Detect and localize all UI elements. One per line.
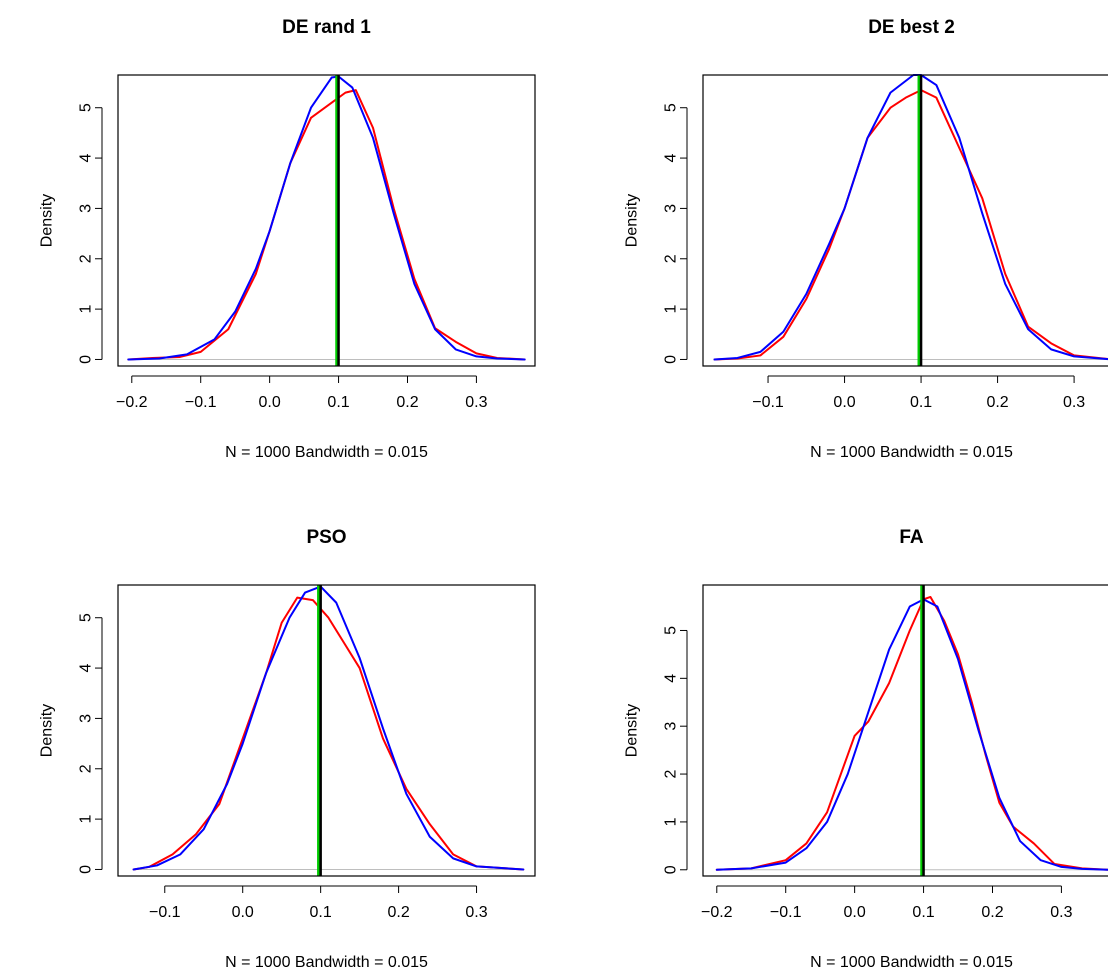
y-tick-label: 5 [78,103,95,112]
density-curve-red [713,89,1108,361]
y-tick-label: 3 [663,722,680,731]
plot-frame [702,584,1108,877]
x-tick-label: −0.2 [701,904,733,921]
chart-title: PSO [306,527,346,548]
plot-frame [117,74,536,367]
x-tick-label: −0.1 [770,904,802,921]
y-tick-label: 4 [663,674,680,683]
y-tick-label: 1 [663,305,680,314]
x-tick-label: 0.2 [986,394,1008,411]
density-curve-red [715,595,1108,871]
density-curve-blue [127,75,526,361]
x-tick-label: 0.0 [259,394,281,411]
x-tick-label: 0.2 [396,394,418,411]
y-tick-label: 5 [663,103,680,112]
y-tick-label: 2 [663,254,680,263]
y-tick-label: 4 [78,664,95,673]
y-tick-label: 1 [663,817,680,826]
y-tick-label: 3 [78,204,95,213]
y-tick-label: 2 [663,770,680,779]
x-tick-label: 0.3 [465,394,487,411]
x-tick-label: 0.1 [310,904,332,921]
y-tick-label: 1 [78,305,95,314]
x-tick-label: −0.1 [149,904,181,921]
x-tick-label: −0.2 [116,394,148,411]
plot-frame [702,74,1108,367]
chart-title: DE rand 1 [282,17,371,38]
x-tick-label: 0.1 [910,394,932,411]
y-axis-title: Density [39,704,56,757]
panel-fa: FA −0.2 −0.1 0.0 0.1 0.2 0.3 0 1 2 3 4 5 N = 1000 Ban… [624,527,1108,970]
y-tick-label: 0 [663,355,680,364]
panel-de-best-2: DE best 2 −0.1 0.0 0.1 0.2 0.3 0 1 2 3 4 5 N = 1000 … [624,17,1108,461]
plot-frame [117,584,536,877]
y-tick-label: 0 [78,355,95,364]
y-tick-label: 4 [78,154,95,163]
chart-title: FA [899,527,924,548]
x-tick-label: 0.1 [912,904,934,921]
density-curve-blue [713,74,1108,361]
x-tick-label: −0.1 [185,394,217,411]
y-tick-label: 5 [78,613,95,622]
x-tick-label: 0.0 [833,394,855,411]
x-axis-title: N = 1000 Bandwidth = 0.015 [810,954,1013,970]
x-tick-label: 0.3 [1050,904,1072,921]
density-curve-blue [715,598,1108,871]
x-tick-label: 0.2 [387,904,409,921]
chart-title: DE best 2 [868,17,955,38]
x-tick-label: 0.2 [981,904,1003,921]
y-axis-title: Density [624,194,641,247]
y-axis-title: Density [624,704,641,757]
density-curve-red [127,89,526,361]
density-curve-red [132,596,525,871]
x-tick-label: 0.0 [844,904,866,921]
panel-pso: PSO −0.1 0.0 0.1 0.2 0.3 0 1 2 3 4 5 N = 1000 Bandwi… [39,527,536,970]
panel-de-rand-1: DE rand 1 −0.2 −0.1 0.0 0.1 0.2 0.3 0 1 2 3 4 5 N = 1… [39,17,536,461]
y-tick-label: 1 [78,815,95,824]
x-tick-label: 0.3 [1063,394,1085,411]
x-axis-title: N = 1000 Bandwidth = 0.015 [810,444,1013,461]
y-tick-label: 3 [78,714,95,723]
density-curve-blue [132,585,525,871]
y-axis-title: Density [39,194,56,247]
x-axis-title: N = 1000 Bandwidth = 0.015 [225,954,428,970]
x-tick-label: 0.0 [232,904,254,921]
y-tick-label: 0 [78,865,95,874]
y-tick-label: 3 [663,204,680,213]
x-axis-title: N = 1000 Bandwidth = 0.015 [225,444,428,461]
y-tick-label: 5 [663,626,680,635]
y-tick-label: 2 [78,764,95,773]
y-tick-label: 4 [663,154,680,163]
x-tick-label: 0.3 [465,904,487,921]
x-tick-label: −0.1 [752,394,784,411]
y-tick-label: 0 [663,865,680,874]
y-tick-label: 2 [78,254,95,263]
x-tick-label: 0.1 [327,394,349,411]
